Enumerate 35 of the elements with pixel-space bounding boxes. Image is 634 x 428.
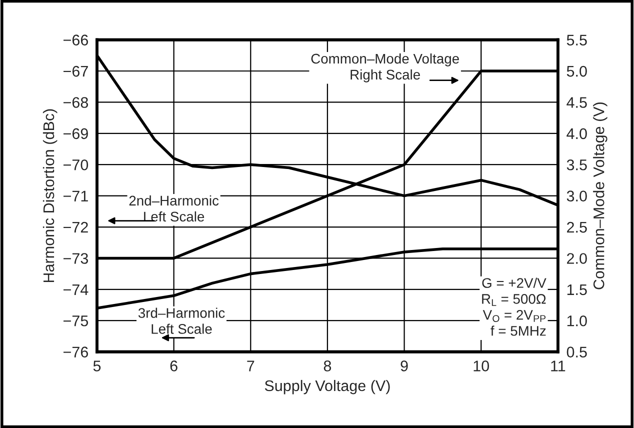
y2-tick-label: 5.5: [566, 34, 587, 46]
y-tick-label: −73: [64, 253, 88, 264]
y-tick-label: −75: [64, 316, 88, 326]
text: G = +2V/V R$_{L}$ = 500Ω V$_{O}$ = 2V$_{PP}$ f = 5MHz: [482, 278, 546, 336]
y-tick-label: −71: [64, 190, 88, 202]
x-axis-title: Supply Voltage (V): [264, 380, 390, 394]
y-tick-label: −67: [64, 66, 88, 77]
y-tick-label: −74: [64, 284, 88, 295]
x-tick-label: 5: [93, 360, 101, 372]
y2-tick-label: 2.0: [567, 253, 587, 264]
y-tick-label: −68: [64, 97, 88, 108]
y2-tick-label: 0.5: [566, 346, 587, 358]
y-tick-label: −72: [64, 222, 88, 233]
x-tick-label: 10: [474, 360, 489, 372]
y2-tick-label: 4.5: [566, 97, 587, 108]
y2-tick-label: 2.5: [567, 222, 587, 233]
x-tick-label: 7: [247, 360, 254, 372]
annotation: Common–Mode Voltage Right Scale: [311, 53, 459, 82]
x-tick-label: 8: [324, 360, 332, 372]
annotation: 3rd–Harmonic Left Scale: [138, 308, 225, 334]
y2-tick-label: 5.0: [566, 66, 587, 77]
y-tick-label: −66: [64, 34, 88, 46]
y-tick-label: −69: [64, 128, 88, 140]
y2-tick-label: 1.0: [567, 315, 587, 326]
y2-tick-label: 4.0: [566, 128, 587, 140]
x-tick-label: 11: [551, 360, 566, 372]
y2-tick-label: 3.0: [566, 190, 587, 202]
y-tick-label: −76: [64, 346, 88, 358]
y2-tick-label: 1.5: [567, 284, 587, 296]
x-tick-label: 6: [170, 360, 178, 372]
y2-axis-title: Common–Mode Voltage (V): [593, 102, 608, 290]
y-axis-title: Harmonic Distortion (dBc): [42, 109, 58, 282]
x-tick-label: 9: [400, 360, 408, 372]
y-tick-label: −70: [64, 159, 88, 170]
y2-tick-label: 3.5: [566, 159, 587, 170]
